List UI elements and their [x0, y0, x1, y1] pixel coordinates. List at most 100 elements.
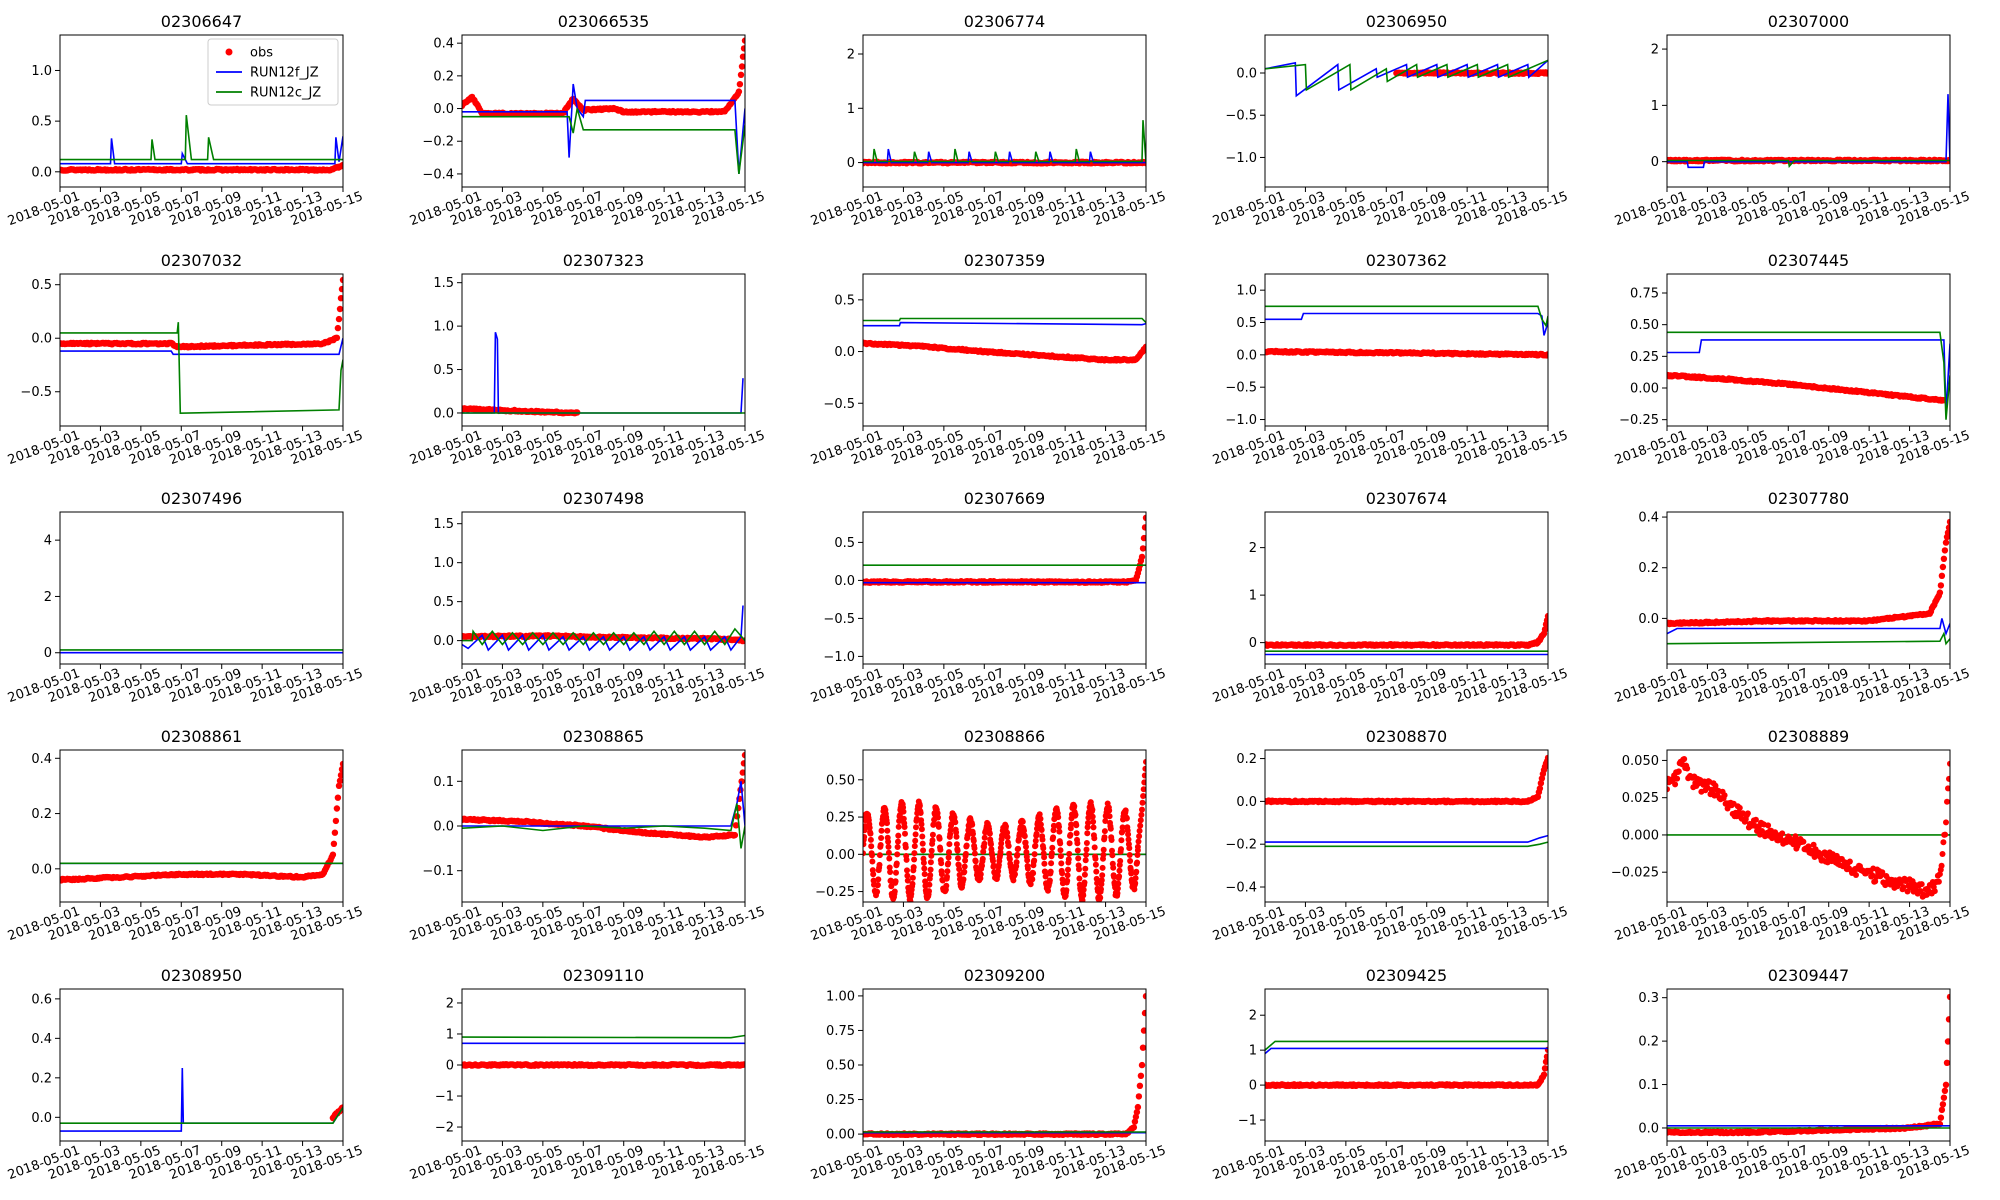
obs-point [947, 827, 954, 834]
obs-point [902, 844, 909, 851]
obs-point [1100, 851, 1107, 858]
y-tick-label: 0.4 [1638, 511, 1659, 526]
obs-point [1101, 828, 1108, 835]
obs-point [1071, 803, 1078, 810]
obs-point [919, 840, 926, 847]
series-RUN12f_JZ [1265, 312, 1548, 336]
obs-point [1122, 807, 1129, 814]
y-tick-label: 0.50 [1630, 318, 1659, 333]
y-tick-label: 0.0 [433, 406, 454, 421]
obs-point [928, 847, 935, 854]
obs-point [1040, 845, 1047, 852]
series-RUN12f_JZ [60, 338, 343, 356]
obs-point [1111, 874, 1117, 880]
y-tick-label: 0.5 [834, 293, 855, 308]
series-RUN12c_JZ [60, 115, 343, 161]
panel-title: 02307359 [964, 251, 1045, 270]
obs-point [904, 872, 911, 879]
obs-point [1024, 865, 1031, 872]
panel-title: 02307669 [964, 489, 1045, 508]
obs-point [1109, 852, 1116, 859]
y-tick-label: 0.75 [1630, 287, 1659, 302]
panel-title: 02308870 [1366, 727, 1447, 746]
obs-point [929, 837, 936, 844]
obs-point [1945, 524, 1950, 531]
obs-point [999, 833, 1006, 840]
y-tick-label: −0.25 [1619, 413, 1659, 428]
obs-point [1080, 886, 1087, 893]
obs-point [1119, 828, 1126, 835]
plot-area [1667, 518, 1950, 646]
legend-label: RUN12f_JZ [250, 66, 319, 81]
obs-point [900, 808, 907, 815]
y-tick-label: 0 [1249, 636, 1257, 651]
obs-point [878, 827, 885, 834]
obs-point [1114, 885, 1121, 892]
y-tick-label: 0.50 [826, 773, 855, 788]
obs-point [738, 63, 745, 70]
obs-point [1115, 880, 1122, 887]
panel-title: 023066535 [558, 12, 650, 31]
y-tick-label: 4 [44, 534, 52, 549]
obs-point [875, 876, 882, 883]
obs-point [988, 841, 994, 848]
axes-frame [1264, 273, 1549, 427]
obs-point [878, 835, 885, 841]
panel-title: 02307323 [563, 251, 644, 270]
y-tick-label: 0.0 [31, 165, 52, 180]
axes-frame [461, 511, 746, 665]
obs-point [1134, 859, 1141, 866]
obs-point [339, 276, 343, 284]
obs-point [1142, 343, 1146, 350]
obs-point [888, 883, 895, 890]
obs-point [1140, 786, 1146, 793]
obs-point [896, 818, 903, 824]
obs-point [964, 831, 971, 838]
obs-point [866, 824, 873, 831]
obs-point [920, 859, 927, 866]
obs-point [918, 826, 925, 833]
obs-point [1139, 806, 1145, 813]
obs-point [1065, 866, 1071, 873]
obs-point [874, 882, 881, 888]
obs-point [904, 867, 910, 874]
obs-point [935, 823, 942, 830]
y-tick-label: 0.2 [31, 807, 52, 822]
obs-point [1049, 844, 1056, 851]
obs-point [741, 37, 745, 44]
y-tick-label: 1.0 [31, 64, 52, 79]
obs-point [927, 866, 934, 873]
obs-point [1023, 843, 1029, 850]
y-tick-label: 0.00 [826, 848, 855, 863]
obs-point [895, 838, 901, 845]
obs-point [876, 852, 883, 859]
obs-point [1941, 547, 1949, 554]
obs-point [1092, 855, 1099, 862]
obs-point [1089, 806, 1096, 813]
series-obs [1265, 754, 1548, 806]
obs-point [895, 832, 902, 839]
obs-point [1081, 879, 1088, 886]
obs-point [909, 880, 916, 887]
obs-point [886, 864, 893, 871]
obs-point [1006, 856, 1013, 863]
obs-point [990, 858, 996, 864]
series-RUN12f_JZ [462, 605, 744, 652]
plot-area [60, 276, 343, 415]
obs-point [1137, 822, 1144, 829]
axes-frame [862, 749, 1147, 903]
obs-point [998, 840, 1005, 847]
y-tick-label: 1.0 [1236, 284, 1257, 299]
obs-point [893, 869, 899, 876]
y-tick-label: 0.5 [1236, 316, 1257, 331]
obs-point [1126, 845, 1133, 852]
obs-point [921, 871, 928, 878]
obs-point [909, 874, 916, 881]
obs-point [1082, 857, 1089, 864]
series-obs [1667, 371, 1948, 404]
obs-point [1102, 818, 1109, 824]
obs-point [926, 881, 933, 888]
obs-point [1075, 855, 1082, 862]
y-tick-label: 1 [1651, 99, 1659, 114]
obs-point [1100, 846, 1107, 853]
